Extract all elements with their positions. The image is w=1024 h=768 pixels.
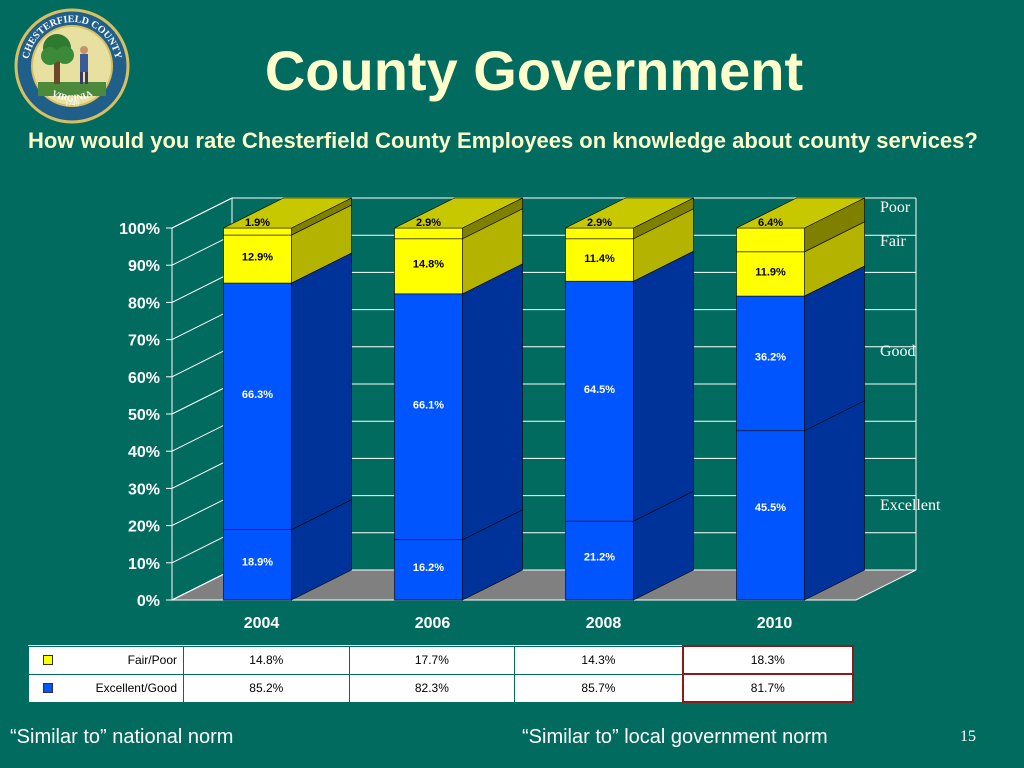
bar-good-2008 <box>565 280 634 522</box>
y-tick-label: 60% <box>128 370 160 387</box>
bar-top-2006 <box>394 197 523 229</box>
bar-top-2004 <box>223 197 352 229</box>
table-cell-highlighted: 81.7% <box>681 673 855 703</box>
table-cell: 14.8% <box>183 645 350 675</box>
bar-fair-2008 <box>565 238 634 282</box>
bar-excellent-2006 <box>394 539 463 601</box>
data-label-fair-2008: 11.4% <box>584 253 615 265</box>
data-label-fair-2004: 12.9% <box>242 252 273 264</box>
bar-top-2008 <box>565 197 694 229</box>
bar-fair-2006 <box>394 238 463 295</box>
bar-good-2008-side <box>633 250 694 522</box>
bar-poor-2010 <box>736 227 805 253</box>
bar-good-2004 <box>223 282 292 530</box>
data-label-good-2004: 66.3% <box>242 389 273 401</box>
data-label-excellent-2004: 18.9% <box>242 556 273 568</box>
y-tick-label: 0% <box>137 593 160 610</box>
y-tick-label: 20% <box>128 519 160 536</box>
data-label-poor-2006: 2.9% <box>416 217 441 229</box>
data-table: Fair/Poor 14.8% 17.7% 14.3% 18.3% Excell… <box>28 645 855 703</box>
data-label-good-2010: 36.2% <box>755 352 786 364</box>
bar-poor-2004 <box>223 227 292 236</box>
bar-excellent-2008 <box>565 520 634 601</box>
bar-top-2010 <box>736 197 865 229</box>
data-label-poor-2004: 1.9% <box>245 217 270 229</box>
y-tick-label: 100% <box>119 221 160 238</box>
table-cell: 82.3% <box>348 673 516 703</box>
data-label-good-2006: 66.1% <box>413 399 444 411</box>
y-tick-label: 40% <box>128 444 160 461</box>
y-tick-label: 10% <box>128 556 160 573</box>
legend-poor: Poor <box>880 199 911 216</box>
bar-good-2010 <box>736 295 805 432</box>
y-tick-label: 90% <box>128 258 160 275</box>
y-tick-label: 30% <box>128 481 160 498</box>
bar-excellent-2010-side <box>804 400 865 601</box>
county-seal-logo: CHESTERFIELD COUNTY 1749 VIRGINIA <box>14 8 130 124</box>
bar-excellent-2004 <box>223 529 292 601</box>
table-row-fair-poor: Fair/Poor 14.8% 17.7% 14.3% 18.3% <box>28 645 855 675</box>
data-label-excellent-2008: 21.2% <box>584 552 615 564</box>
table-cell-highlighted: 18.3% <box>681 645 855 675</box>
data-label-poor-2010: 6.4% <box>758 217 783 229</box>
data-label-poor-2008: 2.9% <box>587 217 612 229</box>
seal-bottom-text: VIRGINIA <box>50 88 94 103</box>
survey-question: How would you rate Chesterfield County E… <box>28 128 978 153</box>
stacked-bar-chart: 0% 10% 20% 30% 40% 50% 60% 70% 80% 90% 100% 18.9% 66… <box>119 197 941 632</box>
bar-good-2004-side <box>291 252 352 531</box>
data-label-fair-2006: 14.8% <box>413 259 444 271</box>
table-cell: 85.2% <box>183 673 350 703</box>
table-cell: 85.7% <box>514 673 684 703</box>
bar-poor-2006 <box>394 227 463 240</box>
page-title: County Government <box>264 39 804 102</box>
page-number: 15 <box>960 728 976 745</box>
svg-text:VIRGINIA: VIRGINIA <box>50 88 94 103</box>
bar-excellent-2010 <box>736 430 805 601</box>
legend-good: Good <box>880 343 916 360</box>
data-label-excellent-2006: 16.2% <box>413 562 444 574</box>
bar-poor-2008 <box>565 227 634 240</box>
table-cell: 17.7% <box>348 645 516 675</box>
table-row-label: Excellent/Good <box>28 673 184 703</box>
table-row-label: Fair/Poor <box>28 645 184 675</box>
legend-fair: Fair <box>880 233 906 250</box>
x-tick-label: 2008 <box>586 615 622 632</box>
bar-fair-2010 <box>736 251 805 297</box>
bar-good-2006 <box>394 293 463 541</box>
data-label-excellent-2010: 45.5% <box>755 502 786 514</box>
table-cell: 14.3% <box>514 645 684 675</box>
y-tick-label: 50% <box>128 407 160 424</box>
legend-swatch-fair-poor <box>43 654 53 665</box>
table-row-excellent-good: Excellent/Good 85.2% 82.3% 85.7% 81.7% <box>28 673 855 703</box>
data-label-fair-2010: 11.9% <box>755 267 786 279</box>
y-tick-label: 80% <box>128 295 160 312</box>
y-tick-label: 70% <box>128 333 160 350</box>
footer-national-norm: “Similar to” national norm <box>10 726 234 748</box>
x-tick-label: 2004 <box>244 615 280 632</box>
legend-excellent: Excellent <box>880 497 941 514</box>
footer-local-norm: “Similar to” local government norm <box>522 726 828 748</box>
bar-good-2006-side <box>462 263 523 541</box>
data-label-good-2008: 64.5% <box>584 384 615 396</box>
seal-year: 1749 <box>65 100 80 108</box>
x-tick-label: 2010 <box>757 615 793 632</box>
legend-swatch-excellent-good <box>43 682 53 693</box>
x-tick-label: 2006 <box>415 615 451 632</box>
